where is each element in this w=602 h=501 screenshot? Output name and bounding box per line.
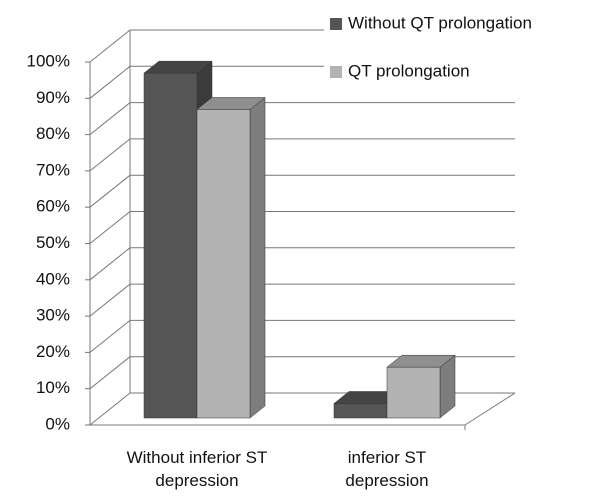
- legend-label: Without QT prolongation: [348, 13, 532, 32]
- floor-right: [464, 392, 516, 426]
- grid-line: [89, 320, 131, 353]
- bar: [386, 366, 441, 419]
- legend-bg: [324, 10, 602, 38]
- legend-bg: [324, 58, 602, 86]
- y-tick-label: 10%: [36, 378, 70, 397]
- y-tick-label: 40%: [36, 269, 70, 288]
- grid-line: [89, 247, 131, 281]
- y-tick-label: 70%: [36, 160, 70, 179]
- legend-label: QT prolongation: [348, 61, 470, 80]
- x-tick-label: inferior ST depression: [345, 448, 429, 490]
- bar-side: [249, 96, 266, 419]
- grid-line: [89, 392, 131, 426]
- y-tick-label: 80%: [36, 124, 70, 143]
- bar: [143, 72, 198, 419]
- y-tick-label: 30%: [36, 306, 70, 325]
- bar: [196, 109, 251, 419]
- grid-line: [89, 174, 131, 208]
- legend-swatch: [330, 18, 342, 30]
- grid-line: [89, 29, 131, 63]
- y-tick-label: 50%: [36, 233, 70, 252]
- y-tick-label: 0%: [45, 414, 70, 433]
- y-tick-label: 20%: [36, 342, 70, 361]
- legend-swatch: [330, 66, 342, 78]
- x-tick-label: Without inferior ST depression: [126, 448, 268, 490]
- y-tick-label: 60%: [36, 197, 70, 216]
- bar: [333, 403, 388, 419]
- grid-line: [89, 356, 131, 390]
- grid-line: [89, 65, 131, 99]
- y-tick-label: 90%: [36, 88, 70, 107]
- grid-line: [89, 211, 131, 244]
- grid-line: [89, 283, 131, 317]
- grid-line: [89, 102, 131, 135]
- grid-line: [89, 138, 131, 172]
- y-tick-label: 100%: [27, 51, 70, 70]
